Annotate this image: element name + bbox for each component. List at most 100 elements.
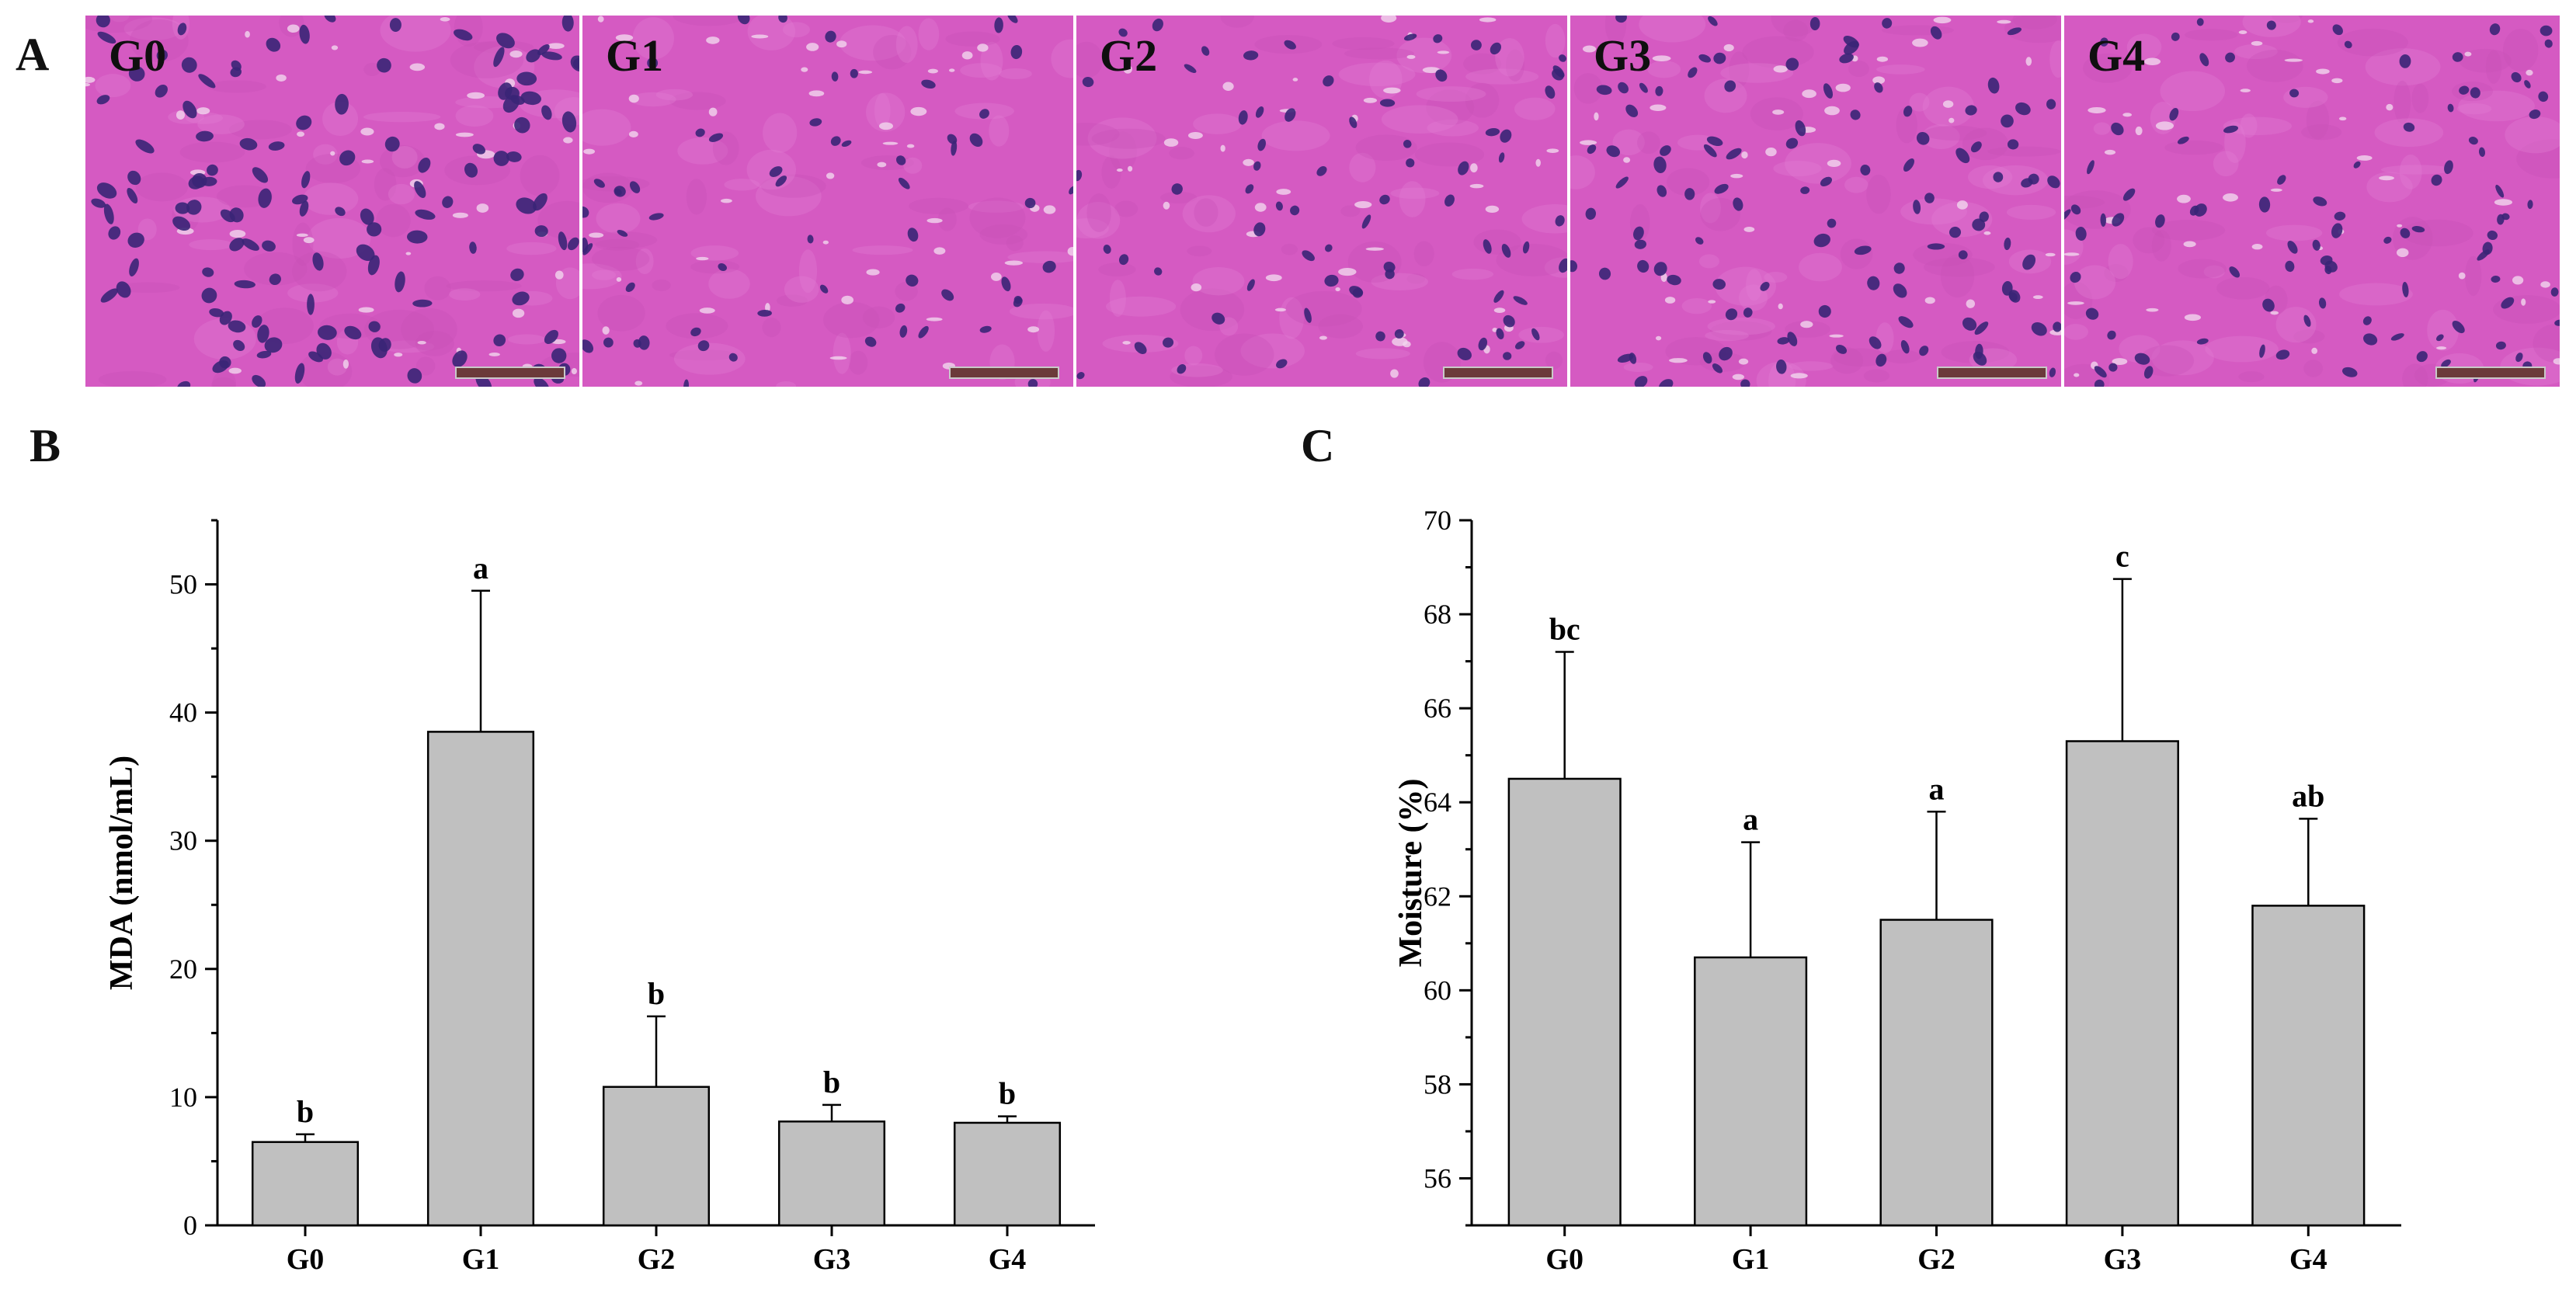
nucleus — [2554, 319, 2560, 326]
nucleus — [757, 309, 772, 317]
stain-texture — [327, 358, 347, 376]
y-tick-label: 66 — [1424, 693, 1451, 724]
nucleus — [864, 336, 877, 347]
nucleus — [1361, 214, 1371, 229]
stain-texture — [2502, 29, 2539, 71]
nucleus — [1634, 239, 1646, 249]
stain-texture — [2164, 140, 2224, 155]
stain-texture — [1667, 168, 1710, 196]
vacuole — [829, 356, 847, 360]
stain-texture — [2119, 335, 2161, 363]
vacuole — [1365, 247, 1384, 251]
stain-texture — [123, 17, 183, 40]
stain-texture — [686, 179, 707, 215]
nucleus — [544, 329, 558, 344]
nucleus — [526, 49, 541, 63]
nucleus — [172, 216, 191, 231]
nucleus — [1800, 186, 1810, 194]
vacuole — [1222, 82, 1234, 91]
stain-texture — [1279, 297, 1305, 339]
nucleus — [1552, 65, 1565, 78]
vacuole — [720, 198, 732, 203]
vacuole — [616, 277, 622, 282]
stain-texture — [1923, 257, 1995, 277]
significance-label: b — [297, 1094, 314, 1129]
nucleus — [2487, 230, 2498, 241]
significance-label: a — [1929, 771, 1945, 806]
stain-texture — [450, 41, 524, 78]
vacuole — [926, 317, 943, 321]
stain-texture — [2399, 154, 2422, 189]
nucleus — [307, 294, 315, 315]
nucleus — [2266, 20, 2276, 30]
stain-texture — [1109, 280, 1126, 317]
vacuole — [699, 307, 715, 314]
nucleus — [181, 57, 197, 73]
vacuole — [2270, 188, 2282, 192]
nucleus — [2100, 37, 2108, 47]
y-axis-label: MDA (nmol/mL) — [104, 756, 140, 990]
nucleus — [695, 128, 705, 137]
vacuole — [1966, 299, 1976, 308]
vacuole — [1730, 173, 1743, 179]
vacuole — [1778, 303, 1783, 310]
nucleus — [2402, 281, 2409, 297]
nucleus — [196, 130, 214, 142]
vacuole — [1319, 335, 1327, 340]
nucleus — [493, 47, 505, 68]
stain-texture — [2203, 265, 2225, 279]
micrograph-label: G2 — [1100, 30, 1158, 81]
nucleus — [1082, 77, 1094, 88]
stain-texture — [2374, 118, 2444, 148]
nucleus — [2383, 236, 2392, 244]
stain-texture — [945, 31, 1000, 47]
nucleus — [697, 340, 710, 352]
nucleus — [1958, 250, 1968, 260]
stain-texture — [677, 137, 728, 165]
nucleus — [1559, 54, 1566, 62]
nucleus — [1903, 106, 1913, 117]
nucleus — [103, 203, 114, 224]
nucleus — [2287, 241, 2298, 254]
stain-texture — [1764, 272, 1788, 283]
nucleus — [252, 315, 262, 328]
nucleus — [1919, 346, 1929, 356]
nucleus — [335, 93, 349, 115]
stain-texture — [1194, 198, 1218, 227]
vacuole — [276, 74, 287, 82]
stain-texture — [630, 92, 676, 107]
stain-texture — [2205, 335, 2279, 363]
vacuole — [696, 256, 709, 261]
nucleus — [1823, 83, 1834, 99]
micrograph-row: G0 G1 G2 G3 G4 — [85, 16, 2560, 388]
micrograph-label: G3 — [1594, 30, 1652, 81]
micrograph-label: G1 — [606, 30, 664, 81]
vacuole — [1623, 157, 1631, 163]
vacuole — [1949, 117, 1955, 123]
stain-texture — [909, 197, 968, 214]
nucleus — [493, 151, 509, 166]
nucleus — [2353, 161, 2361, 169]
vacuole — [1723, 43, 1734, 52]
stain-texture — [852, 245, 913, 255]
vacuole — [1655, 335, 1662, 341]
nucleus — [155, 85, 168, 98]
vacuole — [434, 123, 445, 130]
nucleus — [108, 226, 121, 240]
nucleus — [1820, 176, 1832, 187]
nucleus — [2312, 239, 2320, 251]
nucleus — [296, 115, 312, 130]
nucleus — [1184, 64, 1197, 73]
nucleus — [1893, 283, 1907, 298]
stain-texture — [2240, 113, 2258, 138]
vacuole — [1800, 321, 1813, 328]
nucleus — [2452, 52, 2463, 62]
nucleus — [629, 181, 641, 193]
vacuole — [2135, 126, 2143, 136]
stain-texture — [1785, 143, 1851, 184]
vacuole — [1664, 297, 1676, 304]
stain-texture — [1076, 201, 1121, 239]
stain-texture — [1876, 64, 1925, 75]
nucleus — [1076, 372, 1085, 380]
nucleus — [360, 208, 374, 225]
